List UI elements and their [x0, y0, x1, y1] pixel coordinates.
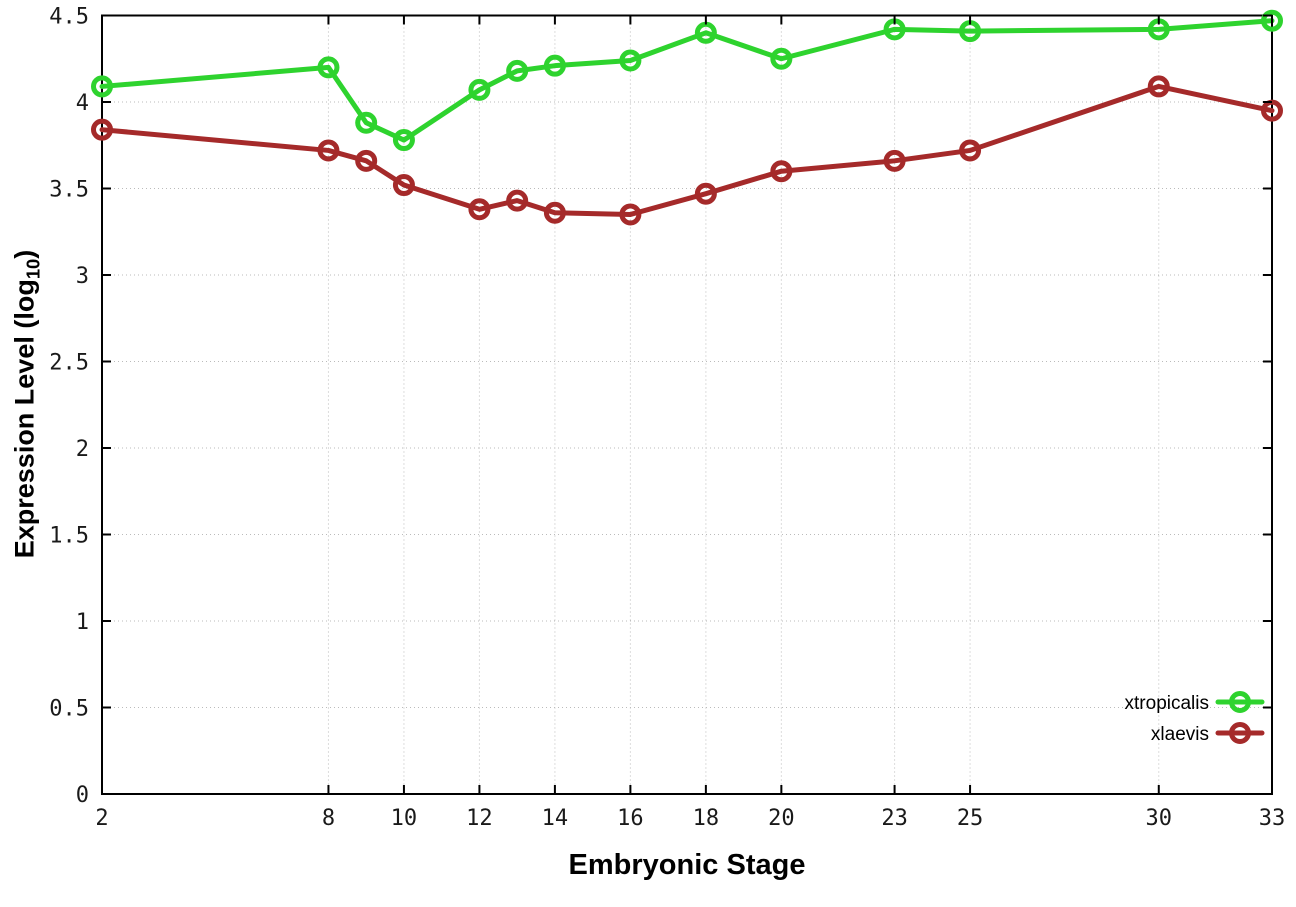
data-point-xlaevis: [355, 149, 378, 172]
data-point-xlaevis: [770, 160, 793, 183]
series-line-xlaevis: [99, 83, 1275, 217]
data-point-xlaevis: [543, 201, 566, 224]
data-point-xtropicalis: [91, 75, 113, 98]
data-point-xtropicalis: [1261, 9, 1283, 32]
x-tick-label: 12: [466, 806, 493, 831]
legend: xtropicalis xlaevis: [1125, 691, 1265, 745]
data-point-xtropicalis: [543, 54, 566, 77]
y-tick-label: 3.5: [49, 178, 89, 203]
data-point-xlaevis: [883, 149, 906, 172]
y-tick-label: 1.5: [49, 524, 89, 549]
x-tick-label: 23: [881, 806, 908, 831]
series-xlaevis: [91, 75, 1283, 226]
x-tick-label: 14: [542, 806, 569, 831]
data-point-xtropicalis: [317, 56, 340, 79]
data-point-xtropicalis: [355, 111, 378, 134]
legend-item-xtropicalis: xtropicalis: [1125, 691, 1265, 714]
legend-item-xlaevis: xlaevis: [1151, 722, 1265, 745]
x-tick-label: 10: [391, 806, 418, 831]
series-line-xtropicalis: [99, 18, 1275, 143]
legend-key-marker: [1229, 691, 1251, 713]
plot-border: [101, 14, 1273, 795]
x-tick-label: 20: [768, 806, 795, 831]
x-tick-label: 18: [693, 806, 720, 831]
y-axis-title-subscript: 10: [22, 258, 44, 280]
y-tick-label: 3: [76, 264, 89, 289]
x-axis-title: Embryonic Stage: [568, 849, 806, 881]
tick-marks: [101, 14, 1273, 795]
data-point-xtropicalis: [468, 78, 491, 101]
x-tick-label: 2: [95, 806, 108, 831]
data-point-xlaevis: [694, 182, 717, 205]
data-point-xtropicalis: [770, 47, 793, 70]
data-point-xlaevis: [619, 203, 642, 226]
y-tick-label: 2.5: [49, 351, 89, 376]
y-axis-title-suffix: ): [9, 249, 40, 259]
tick-labels: 2 8 10 12 14 16 18 20 23 25 30 33 0 0.5 1 1.5 2 2.5 3 3.5 4 4…: [49, 5, 1285, 832]
data-point-xlaevis: [392, 174, 415, 197]
x-tick-label: 16: [617, 806, 644, 831]
y-axis-title-text: Expression Level (log: [9, 279, 40, 559]
legend-label: xlaevis: [1151, 724, 1209, 745]
data-point-xlaevis: [506, 189, 529, 212]
grid-lines: [101, 15, 1273, 795]
y-axis-title: Expression Level (log10): [9, 250, 44, 559]
data-point-xlaevis: [317, 139, 340, 162]
y-tick-label: 2: [76, 437, 89, 462]
y-tick-label: 0: [76, 783, 89, 808]
data-point-xlaevis: [91, 118, 113, 141]
x-tick-label: 25: [957, 806, 984, 831]
y-tick-label: 4: [76, 91, 89, 116]
legend-key-marker: [1229, 722, 1251, 744]
x-tick-label: 8: [322, 806, 335, 831]
x-tick-label: 33: [1259, 806, 1286, 831]
legend-label: xtropicalis: [1125, 693, 1209, 714]
data-point-xtropicalis: [506, 59, 529, 82]
data-point-xlaevis: [959, 139, 982, 162]
data-point-xlaevis: [468, 198, 491, 221]
series-xtropicalis: [91, 9, 1283, 152]
x-tick-label: 30: [1146, 806, 1173, 831]
y-tick-label: 0.5: [49, 697, 89, 722]
data-point-xtropicalis: [619, 49, 642, 72]
data-point-xtropicalis: [392, 129, 415, 152]
y-tick-label: 1: [76, 610, 89, 635]
y-tick-label: 4.5: [49, 5, 89, 30]
data-point-xlaevis: [1147, 75, 1170, 98]
